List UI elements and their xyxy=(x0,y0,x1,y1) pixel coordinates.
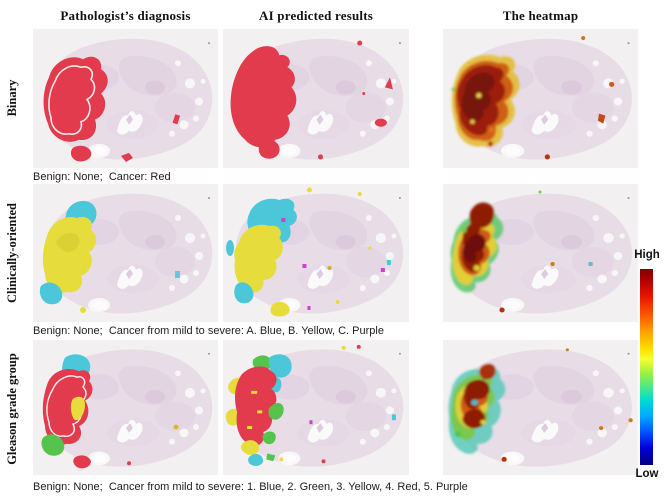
heatmap-binary-image xyxy=(443,29,638,168)
column-header-ai: AI predicted results xyxy=(258,8,374,23)
cancer-prediction-overlay xyxy=(226,187,391,317)
wsi-clinical-pathologist-image xyxy=(33,184,218,322)
heatmap-overlay xyxy=(450,202,504,293)
cancer-annotation-overlay xyxy=(41,354,179,469)
cancer-prediction-overlay xyxy=(230,40,393,160)
wsi-gleason-ai-image xyxy=(223,340,409,475)
wsi-binary-pathologist-image xyxy=(33,29,218,168)
wsi-binary-ai-image xyxy=(223,29,409,168)
column-header-heatmap: The heatmap xyxy=(502,8,579,23)
colorbar-low-label: Low xyxy=(635,468,659,480)
wsi-gleason-pathologist-image xyxy=(33,340,218,475)
colorbar-high-label: High xyxy=(634,249,660,261)
wsi-clinical-ai-image xyxy=(223,184,409,322)
row-label-clinically-oriented: Clinically-oriented xyxy=(5,203,19,303)
caption-gleason-grade-group: Benign: None; Cancer from mild to severe… xyxy=(33,481,468,493)
cancer-prediction-overlay xyxy=(225,344,396,466)
heatmap-colorbar xyxy=(640,269,653,465)
cancer-annotation-overlay xyxy=(39,200,180,313)
heatmap-overlay xyxy=(451,54,520,147)
heatmap-gleason-image xyxy=(443,340,638,475)
column-header-pathologist: Pathologist’s diagnosis xyxy=(60,8,191,23)
caption-clinically-oriented: Benign: None; Cancer from mild to severe… xyxy=(33,325,384,337)
heatmap-clinical-image xyxy=(443,184,638,322)
caption-binary: Benign: None; Cancer: Red xyxy=(33,171,171,183)
cancer-annotation-overlay xyxy=(43,56,181,162)
row-label-binary: Binary xyxy=(5,79,19,117)
heatmap-overlay xyxy=(448,363,506,454)
row-label-gleason-grade-group: Gleason grade group xyxy=(5,353,19,465)
